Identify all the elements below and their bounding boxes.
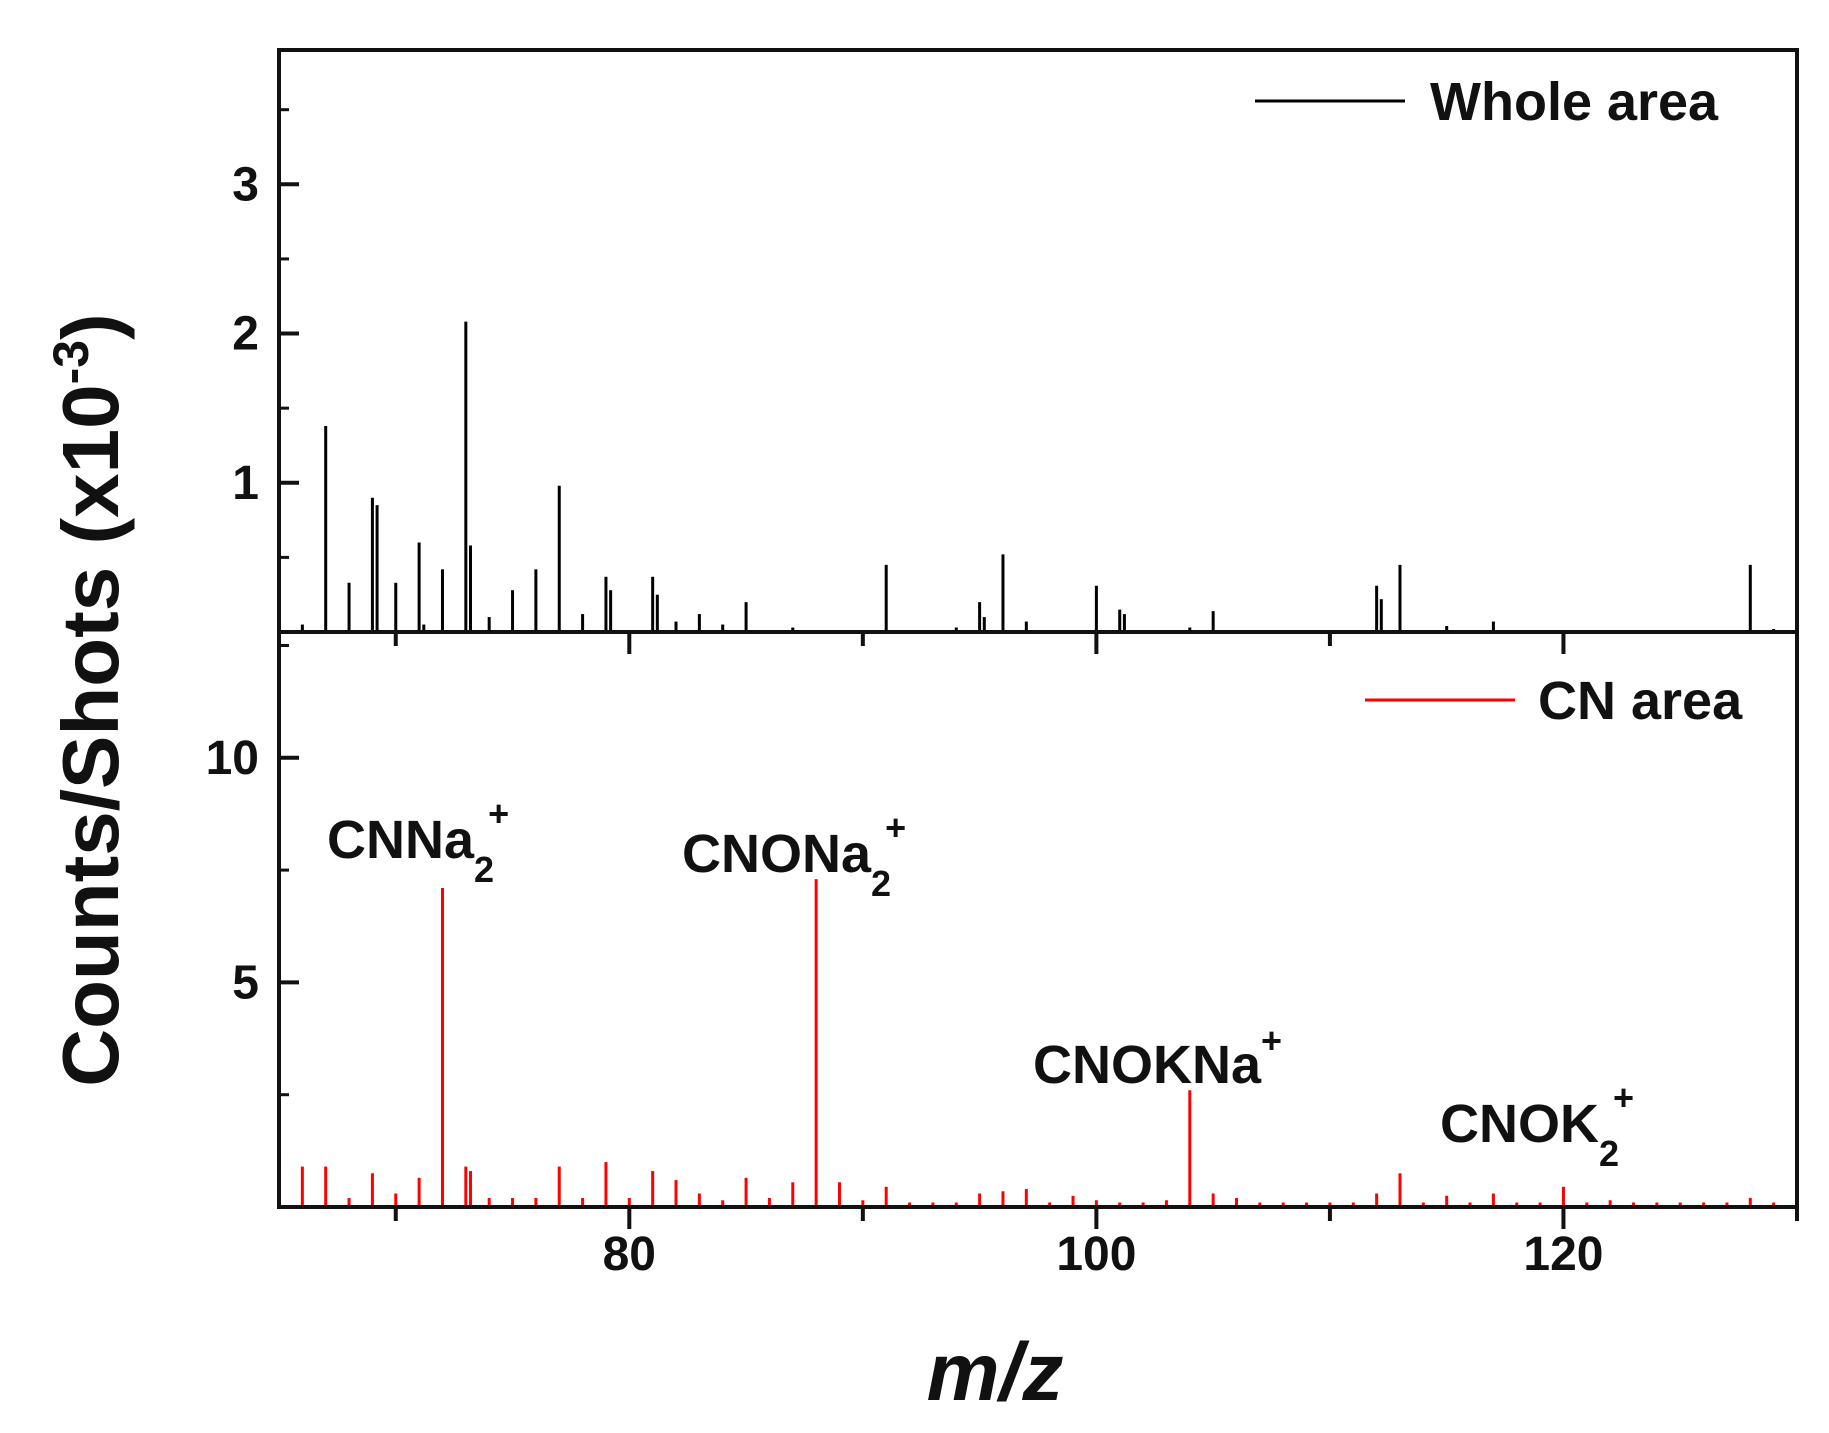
- x-axis: 80 100 120: [393, 632, 1799, 1281]
- x-tick-label: 100: [1056, 1228, 1136, 1281]
- peak-annotation: CNOKNa+: [1033, 1020, 1282, 1095]
- peak-annotation-superscript: +: [885, 807, 906, 848]
- whole-y-tick-label: 3: [232, 158, 259, 211]
- cn-y-tick-label: 5: [232, 956, 259, 1009]
- x-axis-title: m/z: [927, 1327, 1064, 1418]
- peak-annotation-formula: CNOK: [1440, 1094, 1599, 1154]
- peak-annotation-subscript: 2: [871, 863, 891, 904]
- y-axis-title: Counts/Shots (x10-3): [43, 313, 135, 1086]
- peak-annotation-formula: CNONa: [682, 824, 872, 884]
- whole-area-panel: 1 2 3: [232, 48, 1799, 634]
- peak-annotation-superscript: +: [488, 793, 509, 834]
- peak-annotation: CNONa2 +: [682, 807, 906, 904]
- peak-annotation-formula: CNNa: [327, 810, 475, 870]
- legend-label-cn: CN area: [1538, 671, 1743, 731]
- y-axis-title-main: Counts/Shots (x10: [46, 384, 135, 1086]
- legend-label-whole: Whole area: [1430, 72, 1719, 132]
- peak-annotation-subscript: 2: [1599, 1133, 1619, 1174]
- peak-annotation-subscript: 2: [474, 849, 494, 890]
- whole-frame: [277, 48, 1799, 634]
- peak-annotation-superscript: +: [1613, 1077, 1634, 1118]
- x-tick-label: 120: [1523, 1228, 1603, 1281]
- x-tick-label: 80: [603, 1228, 656, 1281]
- whole-y-tick-label: 1: [232, 457, 259, 510]
- peak-annotation-superscript: +: [1261, 1020, 1282, 1061]
- peak-annotation: CNNa2 +: [327, 793, 509, 890]
- y-axis-title-exponent: -3: [43, 340, 99, 384]
- peak-annotation-formula: CNOKNa: [1033, 1035, 1262, 1095]
- cn-y-tick-label: 10: [206, 732, 259, 785]
- whole-y-tick-label: 2: [232, 308, 259, 361]
- cn-frame: [277, 630, 1799, 1209]
- y-axis-title-close: ): [46, 313, 135, 340]
- peak-annotation: CNOK2 +: [1440, 1077, 1634, 1174]
